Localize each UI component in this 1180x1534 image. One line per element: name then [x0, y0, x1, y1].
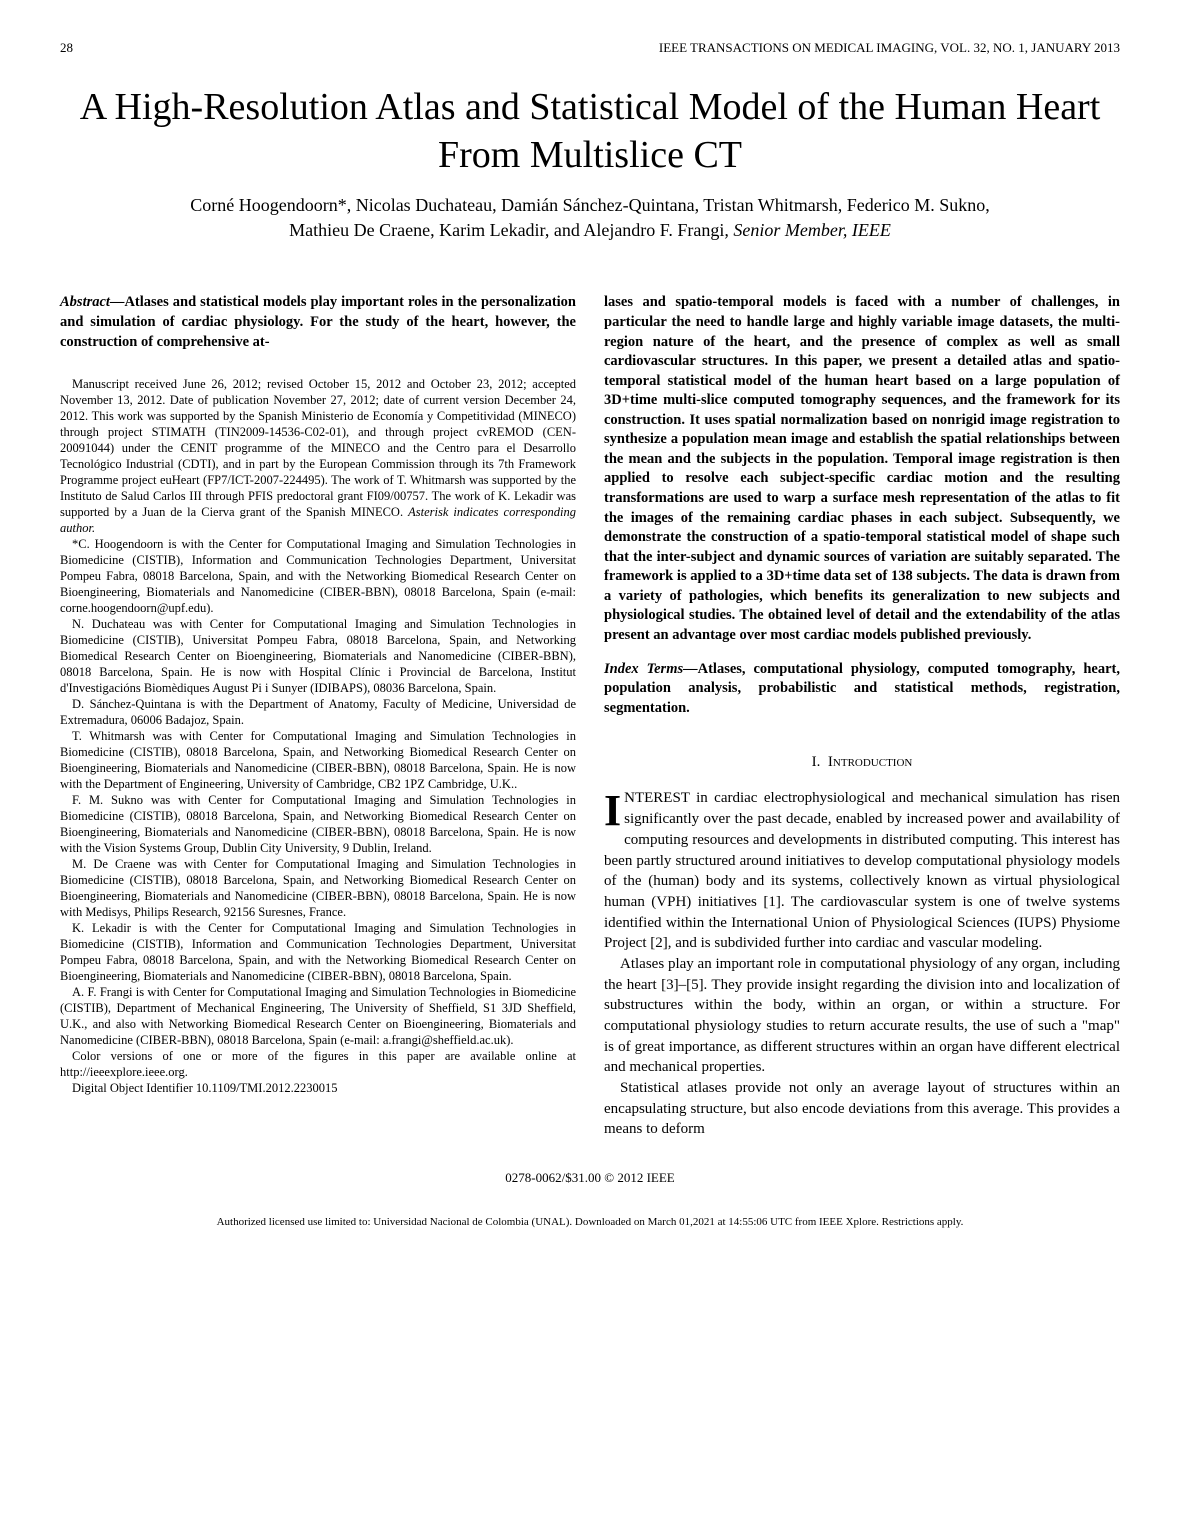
- manuscript-p10: Color versions of one or more of the fig…: [60, 1048, 576, 1080]
- manuscript-p9: A. F. Frangi is with Center for Computat…: [60, 984, 576, 1048]
- manuscript-p3: N. Duchateau was with Center for Computa…: [60, 616, 576, 696]
- section-number: I.: [812, 754, 821, 770]
- abstract-lead-text: Atlases and statistical models play impo…: [60, 294, 576, 349]
- index-terms-label: Index Terms—: [604, 661, 698, 677]
- index-terms: Index Terms—Atlases, computational physi…: [604, 660, 1120, 719]
- intro-p1: INTEREST in cardiac electrophysiological…: [604, 788, 1120, 954]
- left-column: Abstract—Atlases and statistical models …: [60, 293, 576, 1140]
- two-column-body: Abstract—Atlases and statistical models …: [60, 293, 1120, 1140]
- abstract-label: Abstract—: [60, 294, 124, 310]
- manuscript-p4: D. Sánchez-Quintana is with the Departme…: [60, 696, 576, 728]
- intro-p2: Atlases play an important role in comput…: [604, 954, 1120, 1078]
- license-footer: Authorized licensed use limited to: Univ…: [60, 1216, 1120, 1228]
- manuscript-p5: T. Whitmarsh was with Center for Computa…: [60, 728, 576, 792]
- manuscript-p8: K. Lekadir is with the Center for Comput…: [60, 920, 576, 984]
- authors-membership: , Senior Member, IEEE: [724, 220, 890, 240]
- section-title: Introduction: [828, 754, 912, 770]
- manuscript-footnote: Manuscript received June 26, 2012; revis…: [60, 376, 576, 1096]
- manuscript-p7: M. De Craene was with Center for Computa…: [60, 856, 576, 920]
- page-number: 28: [60, 40, 73, 56]
- authors-line-2-names: Mathieu De Craene, Karim Lekadir, and Al…: [289, 220, 724, 240]
- authors-line-2: Mathieu De Craene, Karim Lekadir, and Al…: [60, 218, 1120, 243]
- authors-line-1: Corné Hoogendoorn*, Nicolas Duchateau, D…: [60, 193, 1120, 218]
- running-header: 28 IEEE TRANSACTIONS ON MEDICAL IMAGING,…: [60, 40, 1120, 56]
- manuscript-p6: F. M. Sukno was with Center for Computat…: [60, 792, 576, 856]
- abstract-lead: Abstract—Atlases and statistical models …: [60, 293, 576, 352]
- intro-p1-text: NTEREST in cardiac electrophysiological …: [604, 790, 1120, 951]
- abstract-continuation: lases and spatio-temporal models is face…: [604, 293, 1120, 645]
- author-block: Corné Hoogendoorn*, Nicolas Duchateau, D…: [60, 193, 1120, 243]
- section-heading: I. Introduction: [604, 752, 1120, 772]
- intro-p3: Statistical atlases provide not only an …: [604, 1078, 1120, 1140]
- manuscript-p2: *C. Hoogendoorn is with the Center for C…: [60, 536, 576, 616]
- manuscript-p11: Digital Object Identifier 10.1109/TMI.20…: [60, 1080, 576, 1096]
- intro-body: INTEREST in cardiac electrophysiological…: [604, 788, 1120, 1140]
- manuscript-p1: Manuscript received June 26, 2012; revis…: [60, 376, 576, 536]
- dropcap: I: [604, 788, 624, 829]
- copyright-footer: 0278-0062/$31.00 © 2012 IEEE: [60, 1170, 1120, 1186]
- paper-title: A High-Resolution Atlas and Statistical …: [60, 84, 1120, 179]
- journal-name: IEEE TRANSACTIONS ON MEDICAL IMAGING, VO…: [659, 40, 1120, 56]
- right-column: lases and spatio-temporal models is face…: [604, 293, 1120, 1140]
